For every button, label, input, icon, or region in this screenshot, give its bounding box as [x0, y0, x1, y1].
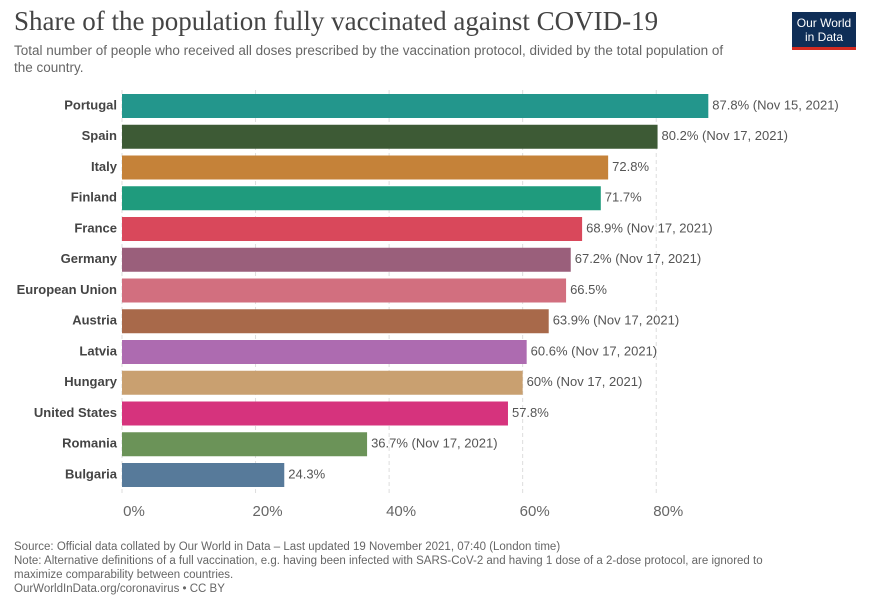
- y-tick-label: Hungary: [64, 374, 118, 389]
- chart-title: Share of the population fully vaccinated…: [14, 6, 659, 36]
- value-label: 36.7% (Nov 17, 2021): [371, 436, 497, 451]
- value-label: 57.8%: [512, 405, 549, 420]
- x-tick-label: 0%: [123, 503, 145, 520]
- chart: 0% 20% 40% 60% 80% Portugal 87.8% (Nov 15, 202…: [17, 90, 839, 520]
- value-label: 87.8% (Nov 15, 2021): [712, 97, 838, 112]
- url[interactable]: OurWorldInData.org/coronavirus • CC BY: [14, 583, 225, 595]
- y-tick-label: Romania: [62, 436, 118, 451]
- value-label: 71.7%: [605, 190, 642, 205]
- chart-subtitle: Total number of people who received all …: [14, 43, 724, 75]
- value-label: 60.6% (Nov 17, 2021): [531, 343, 657, 358]
- bar: [122, 401, 508, 426]
- x-tick-label: 40%: [386, 503, 416, 520]
- value-label: 80.2% (Nov 17, 2021): [662, 128, 788, 143]
- value-label: 68.9% (Nov 17, 2021): [586, 220, 712, 235]
- bar: [122, 155, 609, 180]
- y-tick-label: Spain: [82, 128, 117, 143]
- bar: [122, 432, 368, 457]
- y-tick-label: France: [74, 220, 117, 235]
- y-tick-label: Latvia: [79, 343, 117, 358]
- y-tick-label: Portugal: [64, 97, 117, 112]
- bar: [122, 186, 601, 211]
- value-label: 67.2% (Nov 17, 2021): [575, 251, 701, 266]
- bar: [122, 340, 527, 364]
- bar: [122, 94, 709, 118]
- y-tick-label: United States: [34, 405, 117, 420]
- value-label: 63.9% (Nov 17, 2021): [553, 313, 679, 328]
- logo[interactable]: Our World in Data: [792, 12, 856, 50]
- y-tick-label: Bulgaria: [65, 466, 118, 481]
- y-tick-label: Finland: [71, 190, 117, 205]
- bar: [122, 370, 523, 395]
- bar: [122, 309, 549, 334]
- footer: Source: Official data collated by Our Wo…: [14, 540, 814, 596]
- y-tick-label: European Union: [17, 282, 117, 297]
- value-label: 66.5%: [570, 282, 607, 297]
- bar: [122, 247, 571, 272]
- x-tick-label: 80%: [653, 503, 683, 520]
- y-tick-label: Germany: [61, 251, 118, 266]
- x-tick-label: 60%: [520, 503, 550, 520]
- bar: [122, 463, 285, 487]
- bar: [122, 278, 567, 303]
- y-tick-label: Austria: [72, 313, 118, 328]
- value-label: 24.3%: [288, 466, 325, 481]
- bar: [122, 124, 658, 149]
- note: Note: Alternative definitions of a full …: [14, 555, 763, 581]
- bar: [122, 217, 583, 241]
- x-tick-label: 20%: [253, 503, 283, 520]
- value-label: 72.8%: [612, 159, 649, 174]
- y-tick-label: Italy: [91, 159, 118, 174]
- source: Source: Official data collated by Our Wo…: [14, 541, 561, 553]
- value-label: 60% (Nov 17, 2021): [527, 374, 643, 389]
